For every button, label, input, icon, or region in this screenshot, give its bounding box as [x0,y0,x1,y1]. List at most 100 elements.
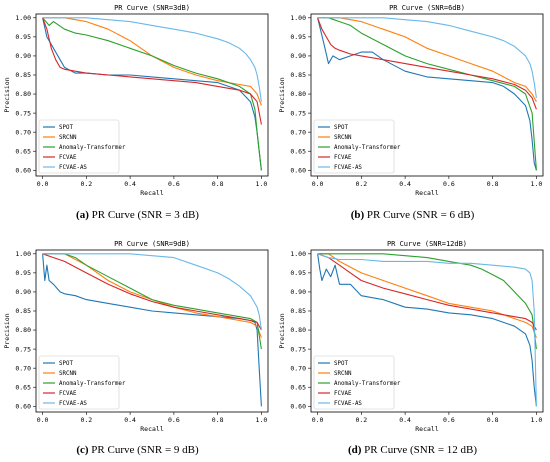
legend-box-d [313,355,395,410]
series-line-srcnn-a [42,17,262,106]
y-tick-label-a-6: 0.90 [15,52,31,60]
caption-d: (d) PR Curve (SNR = 12 dB) [275,444,550,456]
caption-c: (c) PR Curve (SNR = 9 dB) [0,444,275,456]
y-tick-label-b-0: 0.60 [290,166,306,174]
plot-frame-d [310,249,544,413]
series-line-fcvae-as-d [317,253,537,407]
legend-label-fcvae-d: FCVAE [334,391,352,397]
legend-label-fcvae-b: FCVAE [334,155,352,161]
legend-label-spot-b: SPOT [334,125,348,131]
chart-panel-d: PR Curve (SNR=12dB) 0.0 0.2 0.4 0.6 0.8 1.0 0.6… [275,236,550,436]
legend-label-srcnn-d: SRCNN [334,371,352,377]
y-tick-label-a-0: 0.60 [15,166,31,174]
caption-letter-c: (c) [76,444,89,456]
y-tick-label-c-7: 0.95 [15,269,31,277]
legend-label-fcvae-as-b: FCVAE-AS [334,165,362,171]
series-line-srcnn-b [317,17,537,102]
chart-title-b: PR Curve (SNR=6dB) [389,4,465,12]
legend-label-srcnn-b: SRCNN [334,135,352,141]
legend-label-anomaly-transformer-b: Anomaly-Transformer [334,145,401,151]
x-tick-label-b-0: 0.0 [312,180,324,188]
caption-text-a: PR Curve (SNR = 3 dB) [91,209,199,221]
caption-text-d: PR Curve (SNR = 12 dB) [364,444,478,456]
series-line-fcvae-as-c [42,253,262,331]
caption-b: (b) PR Curve (SNR = 6 dB) [275,209,550,221]
legend-label-fcvae-as-d: FCVAE-AS [334,401,362,407]
legend-box-a [38,119,120,174]
x-tick-label-b-5: 1.0 [531,180,543,188]
caption-text-b: PR Curve (SNR = 6 dB) [366,209,475,221]
x-tick-label-c-0: 0.0 [37,416,49,424]
y-axis-label-a: Precision [3,77,11,112]
y-tick-label-d-2: 0.70 [290,364,306,372]
legend-label-fcvae-as-a: FCVAE-AS [59,165,87,171]
series-line-anomaly-transformer-d [317,253,537,350]
y-tick-label-b-7: 0.95 [290,33,306,41]
y-axis-label-d: Precision [278,313,286,348]
pr-curve-chart-d: PR Curve (SNR=12dB) 0.0 0.2 0.4 0.6 0.8 1.0 0.6… [278,240,544,433]
y-tick-label-b-5: 0.85 [290,71,306,79]
y-tick-label-c-1: 0.65 [15,383,31,391]
y-tick-label-d-0: 0.60 [290,402,306,410]
y-tick-label-a-1: 0.65 [15,147,31,155]
x-axis-label-a: Recall [140,189,164,197]
y-tick-label-a-2: 0.70 [15,128,31,136]
x-tick-label-a-4: 0.8 [212,180,224,188]
y-axis-label-c: Precision [3,313,11,348]
x-tick-label-d-4: 0.8 [487,416,499,424]
legend-label-spot-a: SPOT [59,125,73,131]
legend-label-anomaly-transformer-a: Anomaly-Transformer [59,145,126,151]
chart-panel-b: PR Curve (SNR=6dB) 0.0 0.2 0.4 0.6 0.8 1.0 0.60… [275,0,550,200]
series-line-fcvae-a [42,17,262,125]
x-tick-label-b-3: 0.6 [443,180,455,188]
caption-letter-d: (d) [347,444,362,456]
plot-frame-b [310,13,544,177]
y-tick-label-d-4: 0.80 [290,326,306,334]
legend-label-anomaly-transformer-d: Anomaly-Transformer [334,381,401,387]
legend-label-srcnn-c: SRCNN [59,371,77,377]
chart-panel-c: PR Curve (SNR=9dB) 0.0 0.2 0.4 0.6 0.8 1.0 0.60… [0,236,275,436]
series-line-anomaly-transformer-a [42,17,262,171]
x-tick-label-c-4: 0.8 [212,416,224,424]
series-line-fcvae-as-a [42,17,262,102]
x-tick-label-a-2: 0.4 [124,180,136,188]
y-tick-label-d-8: 1.00 [290,250,306,258]
legend-label-spot-d: SPOT [334,361,348,367]
y-tick-label-b-6: 0.90 [290,52,306,60]
y-tick-label-d-1: 0.65 [290,383,306,391]
y-tick-label-d-7: 0.95 [290,269,306,277]
x-tick-label-a-5: 1.0 [256,180,268,188]
y-tick-label-b-4: 0.80 [290,90,306,98]
series-line-anomaly-transformer-c [42,253,262,350]
x-tick-label-b-1: 0.2 [355,180,367,188]
plot-frame-c [35,249,269,413]
legend-label-fcvae-as-c: FCVAE-AS [59,401,87,407]
series-line-fcvae-b [317,17,537,110]
legend-label-fcvae-c: FCVAE [59,391,77,397]
y-tick-label-d-5: 0.85 [290,307,306,315]
caption-a: (a) PR Curve (SNR = 3 dB) [0,209,275,221]
x-axis-label-c: Recall [140,425,164,433]
y-tick-label-c-5: 0.85 [15,307,31,315]
y-tick-label-a-7: 0.95 [15,33,31,41]
chart-title-c: PR Curve (SNR=9dB) [114,240,190,248]
x-tick-label-a-1: 0.2 [80,180,92,188]
x-tick-label-d-3: 0.6 [443,416,455,424]
x-tick-label-c-5: 1.0 [256,416,268,424]
x-tick-label-c-1: 0.2 [80,416,92,424]
caption-letter-b: (b) [350,209,365,221]
legend-label-anomaly-transformer-c: Anomaly-Transformer [59,381,126,387]
y-tick-label-b-2: 0.70 [290,128,306,136]
x-tick-label-c-2: 0.4 [124,416,136,424]
x-tick-label-d-0: 0.0 [312,416,324,424]
y-tick-label-a-5: 0.85 [15,71,31,79]
series-line-fcvae-c [42,253,262,331]
legend-box-b [313,119,395,174]
pr-curve-chart-b: PR Curve (SNR=6dB) 0.0 0.2 0.4 0.6 0.8 1.0 0.60… [278,4,544,197]
series-line-srcnn-d [317,253,537,338]
y-tick-label-a-4: 0.80 [15,90,31,98]
y-tick-label-b-3: 0.75 [290,109,306,117]
y-tick-label-d-3: 0.75 [290,345,306,353]
series-line-fcvae-as-b [317,17,537,98]
x-tick-label-d-1: 0.2 [355,416,367,424]
